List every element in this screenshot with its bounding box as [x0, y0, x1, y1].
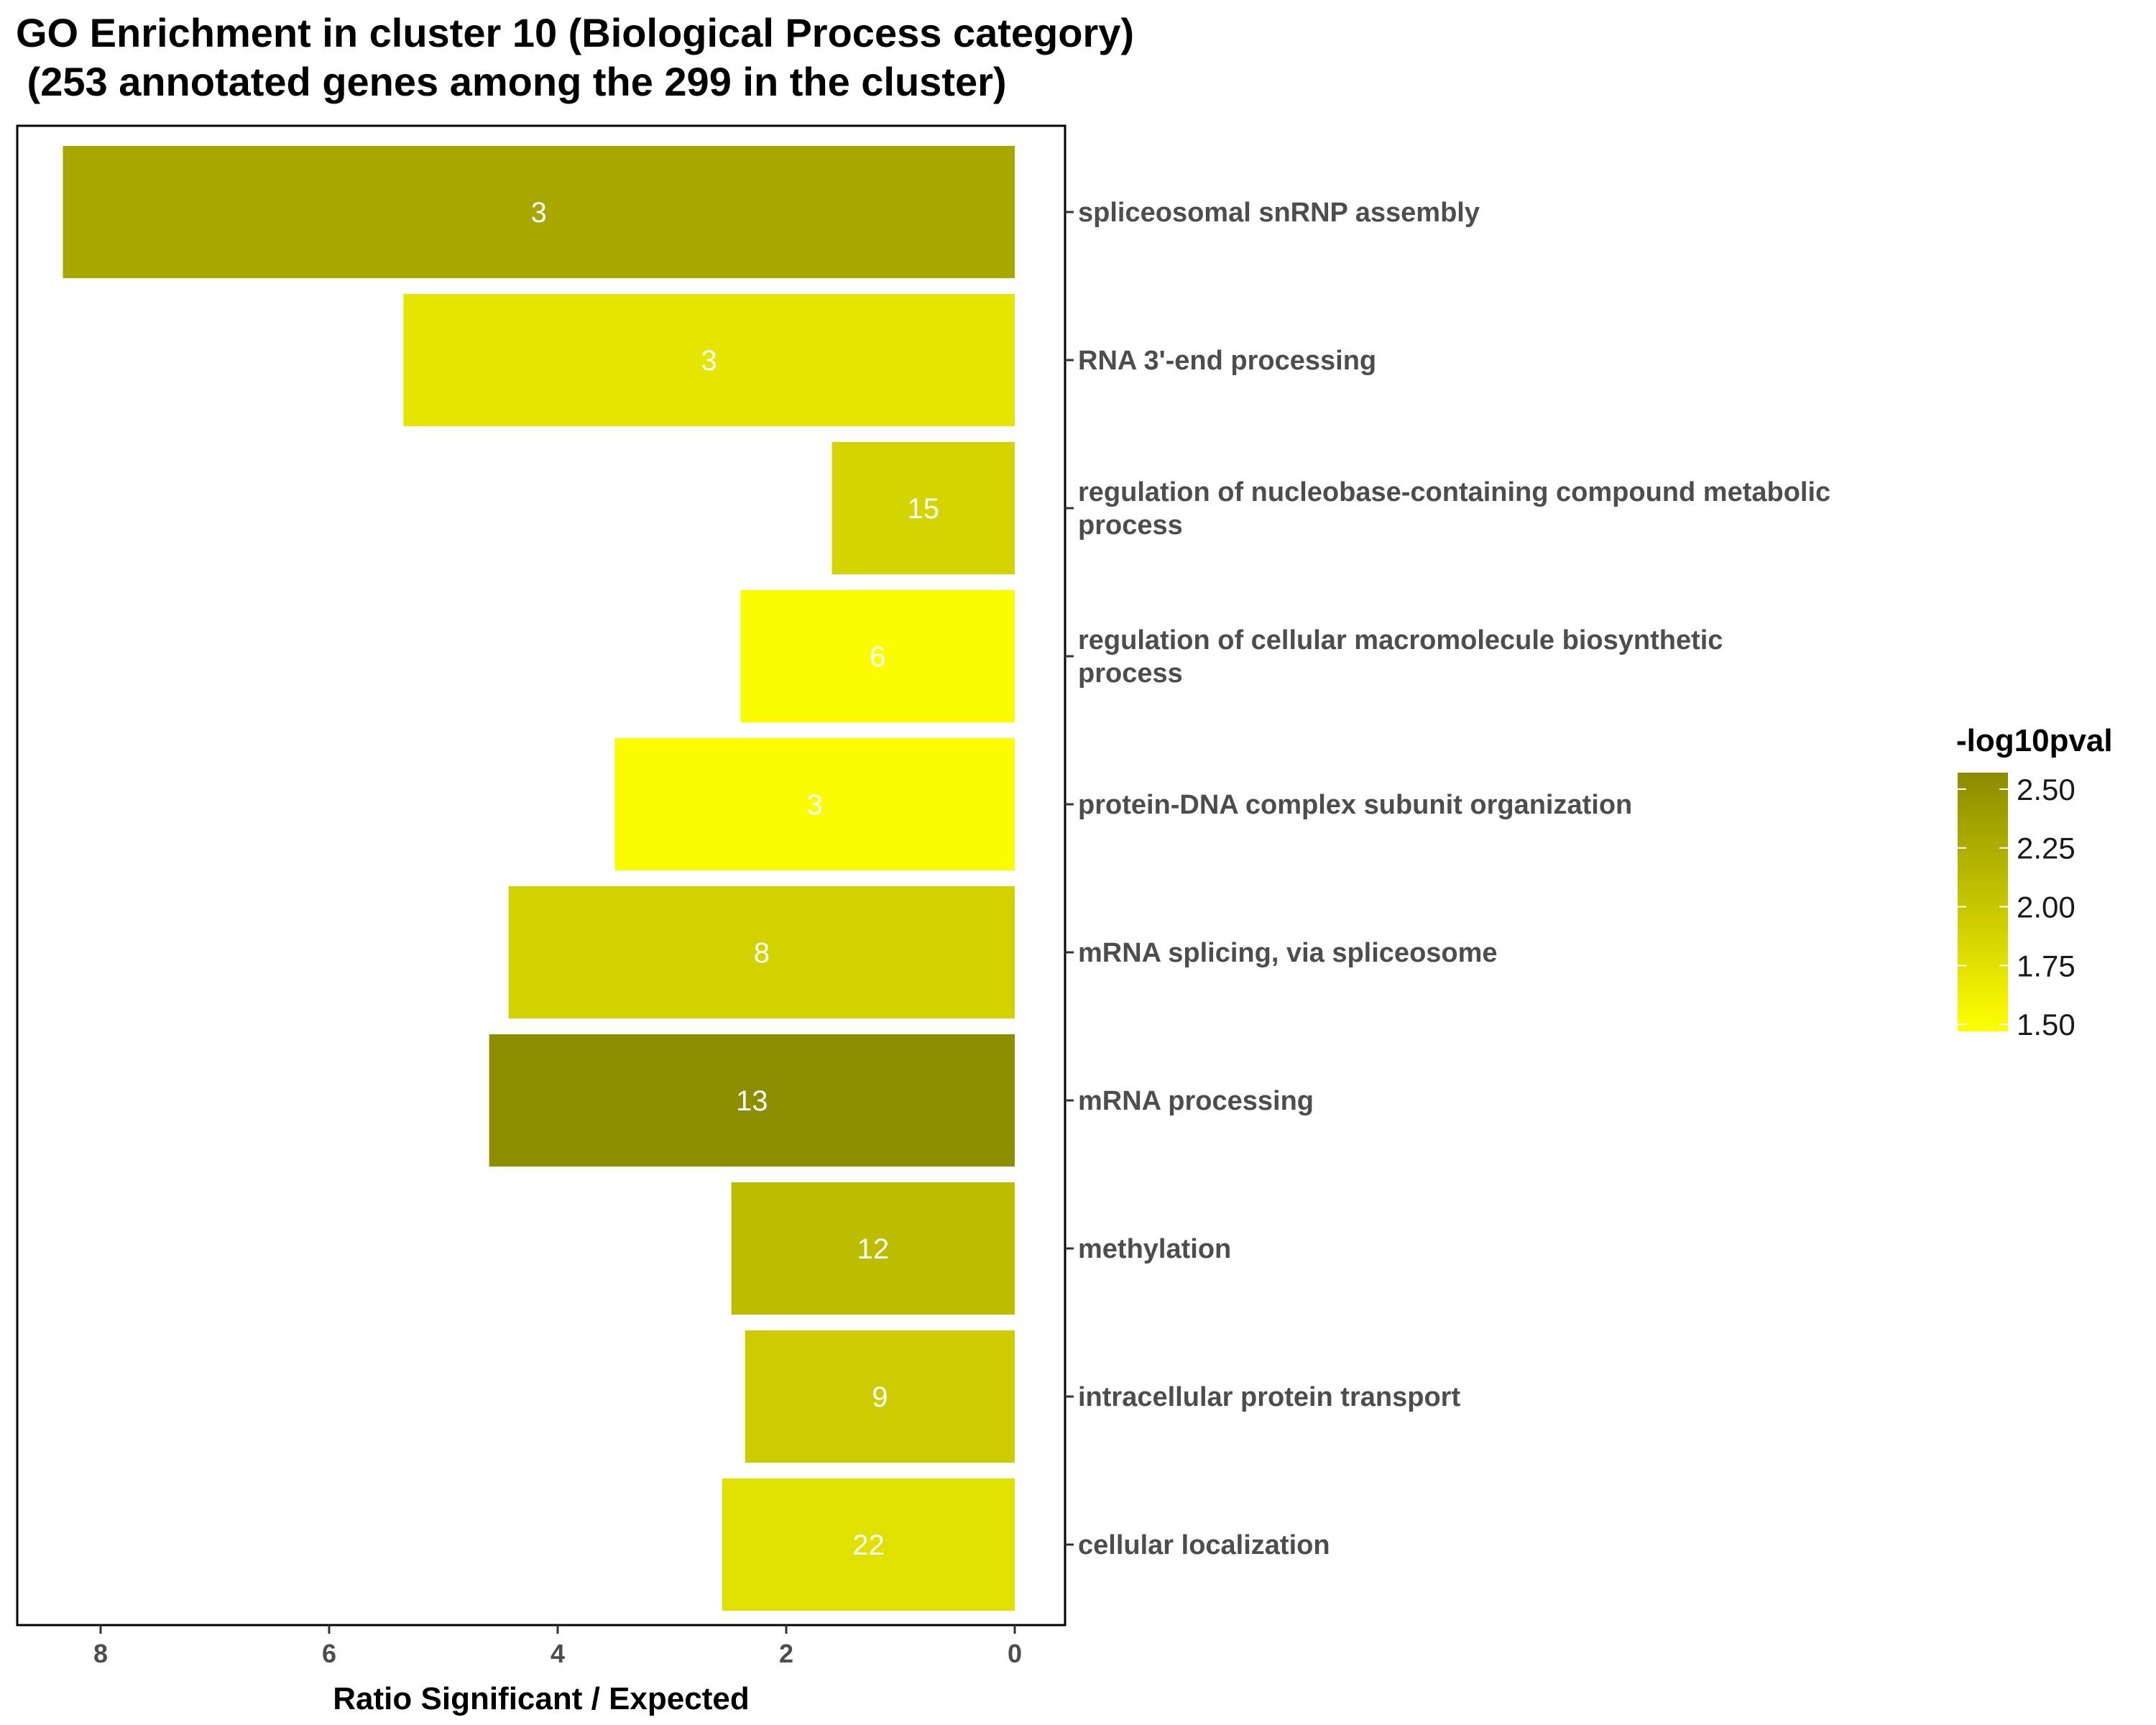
bar-value-label-7: 12 [857, 1233, 890, 1265]
bar-value-label-1: 3 [701, 345, 717, 377]
bar-9 [722, 1478, 1015, 1611]
bar-labels-group: 3 3 15 6 3 8 13 12 9 22 [531, 197, 939, 1561]
category-label-2: regulation of nucleobase-containing comp… [1078, 477, 1830, 540]
plot-panel-border [16, 124, 1067, 1627]
bar-4 [614, 738, 1015, 870]
legend-tick-label-3: 1.75 [2017, 949, 2076, 983]
bar-value-label-8: 9 [872, 1381, 888, 1413]
bar-1 [403, 294, 1015, 426]
bar-7 [731, 1182, 1015, 1315]
bar-2 [831, 442, 1015, 574]
legend-colorbar [1958, 773, 2008, 1031]
bar-6 [489, 1034, 1015, 1167]
category-label-4: protein-DNA complex subunit organization [1078, 790, 1632, 820]
category-label-1: RNA 3'-end processing [1078, 346, 1376, 376]
legend-tick-label-0: 2.50 [2017, 773, 2076, 806]
bar-value-label-5: 8 [754, 937, 770, 969]
legend-tick-label-4: 1.50 [2017, 1008, 2076, 1041]
category-label-6: mRNA processing [1078, 1086, 1314, 1116]
x-tick-label-4: 0 [1008, 1639, 1022, 1668]
x-tick-label-3: 2 [779, 1639, 793, 1668]
legend-tick-label-1: 2.25 [2017, 832, 2076, 865]
bar-value-label-0: 3 [531, 197, 547, 229]
category-label-9: cellular localization [1078, 1530, 1330, 1560]
category-label-0: spliceosomal snRNP assembly [1078, 198, 1480, 228]
y-axis: spliceosomal snRNP assembly RNA 3'-end pr… [1065, 198, 1830, 1560]
legend-ticks: 2.50 2.25 2.00 1.75 1.50 [1958, 773, 2076, 1041]
bar-0 [63, 146, 1015, 278]
bar-3 [740, 590, 1015, 722]
bar-value-label-4: 3 [807, 789, 823, 821]
bar-value-label-9: 22 [852, 1530, 885, 1561]
bar-8 [745, 1330, 1015, 1463]
legend-title: -log10pval [1956, 723, 2113, 758]
legend-tick-label-2: 2.00 [2017, 891, 2076, 924]
category-label-3: regulation of cellular macromolecule bio… [1078, 625, 1723, 689]
x-axis-title: Ratio Significant / Expected [333, 1681, 749, 1716]
chart-title-line-2: (253 annotated genes among the 299 in th… [16, 59, 1007, 104]
chart-title-line-1: GO Enrichment in cluster 10 (Biological … [16, 10, 1134, 55]
bar-value-label-6: 13 [736, 1085, 768, 1117]
bar-value-label-3: 6 [870, 641, 885, 673]
category-label-7: methylation [1078, 1234, 1231, 1264]
category-label-5: mRNA splicing, via spliceosome [1078, 938, 1498, 968]
x-tick-label-0: 8 [93, 1639, 108, 1668]
bar-5 [508, 886, 1015, 1018]
color-legend: -log10pval 2.50 2.25 2.00 1.75 1.50 [1956, 723, 2113, 1041]
x-tick-label-2: 4 [550, 1639, 565, 1668]
category-label-8: intracellular protein transport [1078, 1382, 1460, 1412]
x-axis: 8 6 4 2 0 [93, 1625, 1022, 1668]
bars-group [63, 146, 1015, 1611]
bar-value-label-2: 15 [908, 493, 940, 525]
x-tick-label-1: 6 [322, 1639, 336, 1668]
